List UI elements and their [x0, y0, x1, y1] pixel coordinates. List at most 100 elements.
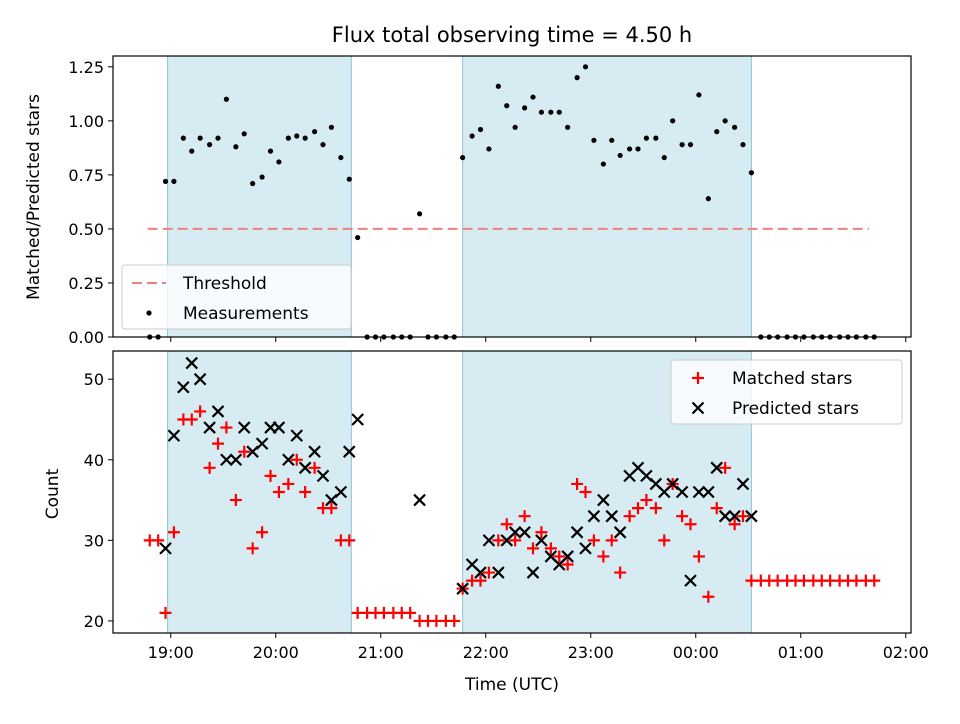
data-point [670, 118, 676, 124]
data-point [544, 542, 557, 555]
data-point [736, 477, 750, 491]
legend-label: Threshold [182, 274, 267, 294]
data-point [714, 129, 720, 135]
x-tick-label: 01:00 [778, 643, 824, 662]
data-point [264, 469, 277, 482]
data-point [530, 94, 536, 100]
data-point [189, 148, 195, 154]
data-point [256, 526, 269, 539]
legend-label: Matched stars [732, 369, 852, 389]
data-point [702, 590, 715, 603]
data-point [535, 534, 548, 547]
data-point [732, 124, 738, 130]
data-point [579, 542, 592, 555]
data-point [643, 135, 650, 141]
data-point [290, 453, 303, 466]
data-point [334, 485, 348, 499]
data-point [574, 75, 580, 81]
data-point [728, 509, 741, 523]
data-point [728, 518, 741, 531]
data-point [259, 174, 265, 180]
data-point [325, 502, 338, 515]
data-point [692, 550, 705, 563]
data-point [215, 135, 221, 141]
data-point [748, 170, 755, 176]
x-tick-label: 02:00 [883, 643, 929, 662]
data-point [342, 445, 356, 458]
data-point [613, 526, 627, 539]
data-point [308, 461, 321, 474]
data-point [285, 135, 291, 141]
data-point [587, 509, 601, 523]
data-point [692, 485, 706, 499]
data-point [719, 461, 732, 474]
data-point [267, 148, 274, 154]
data-point [675, 485, 689, 499]
y-tick-label: 1.00 [68, 112, 104, 131]
data-point [197, 135, 203, 141]
shaded-interval [462, 55, 752, 338]
legend-box [121, 264, 352, 330]
data-point [338, 154, 344, 161]
data-point [272, 486, 285, 498]
data-point [605, 509, 619, 523]
data-point [684, 518, 697, 531]
data-point [185, 413, 198, 426]
data-point [553, 550, 566, 563]
data-point [404, 606, 417, 619]
data-point [223, 96, 229, 102]
data-point [587, 534, 600, 547]
data-point [290, 429, 304, 442]
data-point [282, 477, 295, 490]
legend-marker [146, 310, 152, 316]
data-point [162, 178, 169, 184]
y-tick-label: 0.25 [68, 274, 104, 293]
y-tick-label: 0.75 [68, 166, 104, 185]
data-point [203, 461, 216, 474]
data-point [167, 526, 180, 539]
data-point [500, 518, 513, 531]
y-tick-label: 40 [84, 451, 104, 470]
axes-frame [112, 350, 912, 634]
bottom-y-axis-label: Count [43, 468, 63, 519]
data-point [456, 582, 469, 595]
data-point [469, 133, 475, 139]
data-point [649, 502, 662, 515]
legend-box [670, 359, 903, 425]
data-point [548, 109, 554, 115]
data-point [718, 509, 732, 523]
data-point [474, 574, 487, 587]
data-point [591, 137, 597, 143]
data-point [167, 429, 181, 442]
data-point [229, 453, 243, 467]
data-point [632, 502, 644, 515]
data-point [526, 566, 540, 579]
data-point [233, 144, 239, 150]
data-point [722, 118, 728, 124]
data-point [702, 485, 715, 499]
data-point [661, 154, 667, 161]
data-point [152, 534, 165, 547]
y-tick-label: 20 [84, 612, 104, 631]
data-point [710, 502, 723, 515]
legend-label: Measurements [183, 304, 309, 324]
data-point [745, 509, 758, 523]
data-point [623, 510, 636, 523]
data-point [299, 486, 312, 498]
y-tick-label: 1.25 [68, 58, 104, 77]
data-point [417, 211, 423, 217]
data-point [486, 146, 492, 152]
data-point [355, 234, 361, 241]
data-point [600, 161, 606, 167]
data-point [207, 142, 213, 148]
data-point [320, 142, 326, 148]
data-point [159, 606, 172, 619]
x-tick-label: 21:00 [358, 643, 404, 662]
data-point [194, 405, 207, 418]
data-point [180, 135, 186, 141]
data-point [579, 486, 592, 498]
data-point [312, 129, 318, 135]
data-point [212, 437, 224, 450]
data-point [302, 135, 308, 141]
data-point [705, 196, 711, 202]
